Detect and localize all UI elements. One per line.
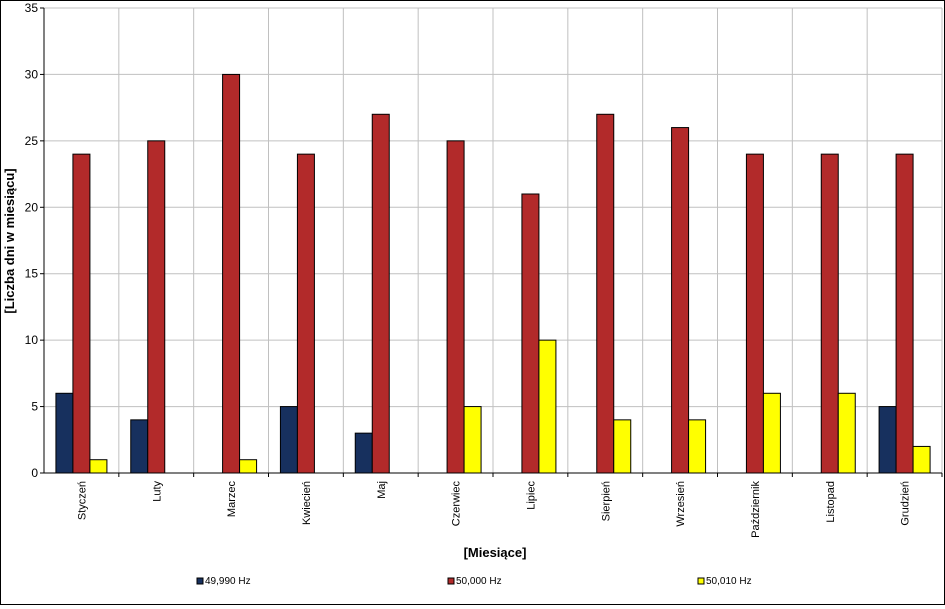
bar xyxy=(538,339,557,474)
x-category-label: Maj xyxy=(376,481,388,499)
x-category-label: Październik xyxy=(750,481,762,538)
y-tick-label: 15 xyxy=(25,267,39,281)
x-category-label: Sierpień xyxy=(600,481,612,521)
x-axis-title: [Miesiące] xyxy=(464,545,527,560)
y-axis-title: [Liczba dni w miesiącu] xyxy=(2,168,17,313)
x-category-label: Listopad xyxy=(825,481,837,523)
x-category-labels: Styczeń Luty Marzec Kwiecień Maj Czerwiec Lipi… xyxy=(76,481,911,538)
x-category-label: Wrzesień xyxy=(675,481,687,527)
x-category-label: Lipiec xyxy=(525,481,537,510)
legend: 49,990 Hz 50,000 Hz 50,010 Hz xyxy=(196,576,752,587)
y-tick-labels: 0 5 10 15 20 25 30 35 xyxy=(25,1,39,480)
bar xyxy=(671,127,690,474)
legend-swatch xyxy=(447,577,455,585)
x-category-label: Kwiecień xyxy=(301,481,313,525)
bar xyxy=(688,419,707,474)
bar xyxy=(613,419,632,474)
bar xyxy=(130,419,149,474)
bar xyxy=(837,392,856,474)
x-category-label: Styczeń xyxy=(76,481,88,520)
bar xyxy=(354,432,373,474)
x-category-label: Luty xyxy=(151,481,163,502)
y-tick-label: 30 xyxy=(25,67,39,81)
bar xyxy=(463,406,482,474)
bar xyxy=(895,153,914,474)
bar xyxy=(446,140,465,474)
bar xyxy=(279,406,298,474)
legend-swatch xyxy=(697,577,705,585)
x-category-label: Grudzień xyxy=(900,481,912,526)
bar xyxy=(222,73,241,474)
bar xyxy=(521,193,540,474)
bar xyxy=(296,153,315,474)
bar xyxy=(912,445,931,474)
legend-label: 50,010 Hz xyxy=(706,576,752,587)
bar xyxy=(878,406,897,474)
bar xyxy=(89,459,108,474)
bars xyxy=(55,73,931,474)
bar xyxy=(371,113,390,474)
bar xyxy=(762,392,781,474)
grid-lines xyxy=(44,7,943,473)
bar xyxy=(55,392,74,474)
legend-swatch xyxy=(196,577,204,585)
x-category-label: Marzec xyxy=(226,481,238,518)
legend-label: 50,000 Hz xyxy=(456,576,502,587)
y-tick-label: 25 xyxy=(25,134,39,148)
bar xyxy=(239,459,258,474)
legend-label: 49,990 Hz xyxy=(205,576,251,587)
bar xyxy=(596,113,615,474)
y-tick-label: 0 xyxy=(31,466,38,480)
y-tick-label: 10 xyxy=(25,333,39,347)
y-tick-label: 35 xyxy=(25,1,39,15)
x-category-label: Czerwiec xyxy=(451,481,463,527)
axes xyxy=(40,7,943,477)
bar xyxy=(147,140,166,474)
bar xyxy=(745,153,764,474)
bar xyxy=(72,153,91,474)
y-tick-label: 20 xyxy=(25,200,39,214)
bar xyxy=(820,153,839,474)
y-tick-label: 5 xyxy=(31,400,38,414)
